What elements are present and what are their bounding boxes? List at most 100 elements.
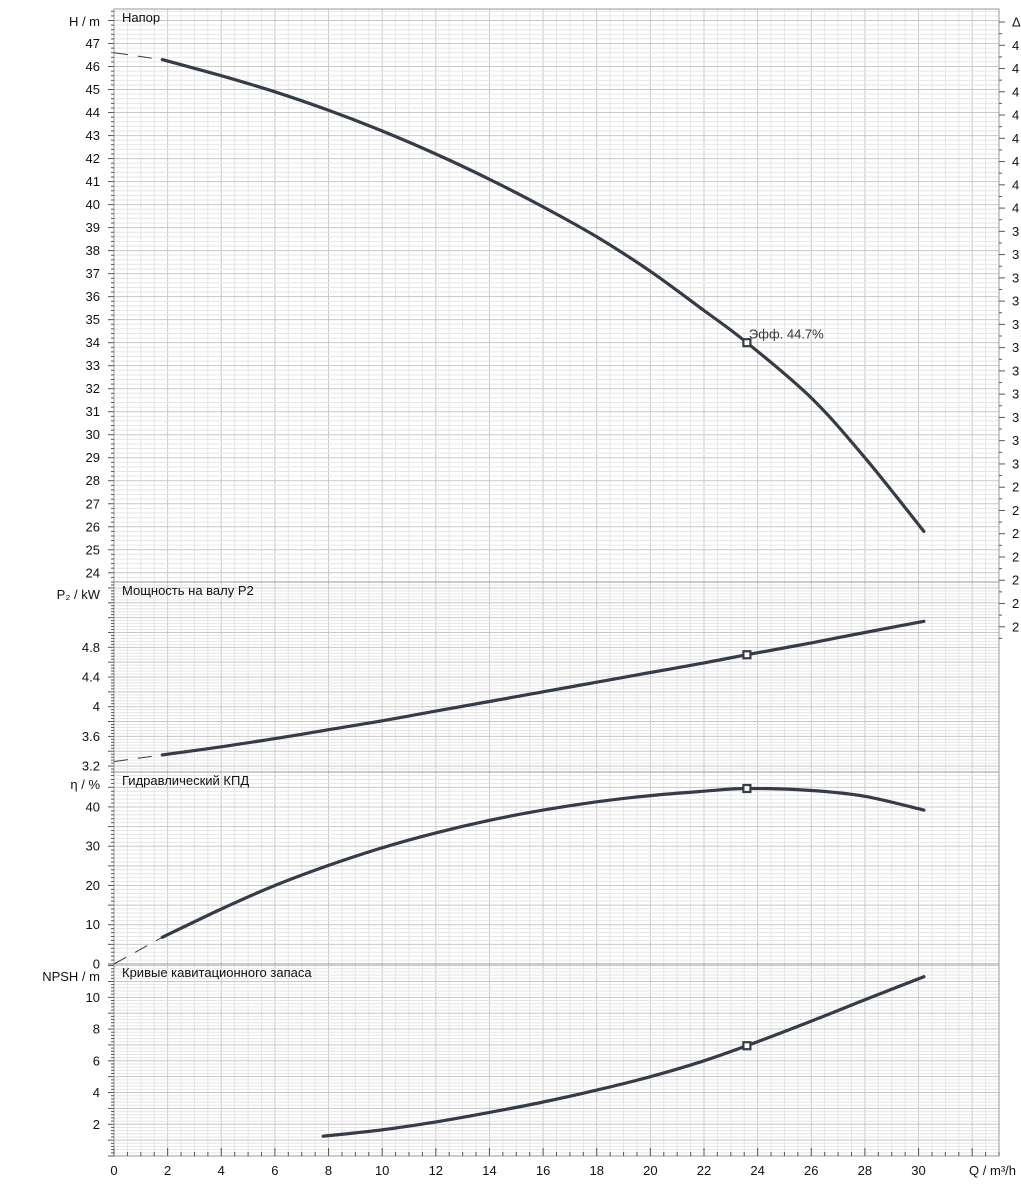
right-tick-label: 4 <box>1012 131 1019 146</box>
x-tick-label: 6 <box>271 1163 278 1178</box>
axis-layer <box>108 10 1005 1157</box>
right-tick-label: 2 <box>1012 596 1019 611</box>
right-tick-label: 4 <box>1012 177 1019 192</box>
duty-point-marker <box>742 338 752 348</box>
y-tick-label: 41 <box>86 174 100 189</box>
panel-title: Мощность на валу P2 <box>122 583 254 598</box>
x-axis-label: Q / m³/h <box>969 1163 1016 1178</box>
y-tick-label: 3.2 <box>82 759 100 774</box>
power-curve <box>160 619 926 757</box>
x-tick-label: 18 <box>589 1163 603 1178</box>
y-tick-label: 26 <box>86 519 100 534</box>
x-tick-label: 28 <box>858 1163 872 1178</box>
right-tick-label: 2 <box>1012 480 1019 495</box>
curve-extrapolation <box>113 936 163 965</box>
y-tick-label: 4.8 <box>82 640 100 655</box>
y-tick-label: 38 <box>86 243 100 258</box>
y-axis-label: NPSH / m <box>42 969 100 984</box>
x-tick-label: 20 <box>643 1163 657 1178</box>
right-tick-label: 3 <box>1012 456 1019 471</box>
panel-title: Гидравлический КПД <box>122 773 249 788</box>
right-tick-label: 3 <box>1012 224 1019 239</box>
x-tick-label: 22 <box>697 1163 711 1178</box>
y-tick-label: 34 <box>86 335 100 350</box>
y-tick-label: 2 <box>93 1117 100 1132</box>
y-tick-label: 4 <box>93 699 100 714</box>
y-tick-label: 20 <box>86 878 100 893</box>
right-tick-label: 4 <box>1012 38 1019 53</box>
y-tick-label: 30 <box>86 839 100 854</box>
panel-title: Кривые кавитационного запаса <box>122 965 312 980</box>
efficiency-curve <box>160 786 926 939</box>
y-tick-label: 32 <box>86 381 100 396</box>
y-tick-label: 44 <box>86 105 100 120</box>
right-tick-label: 4 <box>1012 61 1019 76</box>
right-tick-label: 3 <box>1012 294 1019 309</box>
y-tick-label: 27 <box>86 496 100 511</box>
y-axis-label: η / % <box>70 777 100 792</box>
y-tick-label: 31 <box>86 404 100 419</box>
x-tick-label: 10 <box>375 1163 389 1178</box>
x-tick-label: 8 <box>325 1163 332 1178</box>
duty-point-marker <box>742 783 752 794</box>
right-tick-label: 3 <box>1012 433 1019 448</box>
x-tick-label: 26 <box>804 1163 818 1178</box>
y-tick-label: 45 <box>86 82 100 97</box>
x-tick-label: 24 <box>750 1163 764 1178</box>
right-tick-label: 2 <box>1012 503 1019 518</box>
y-tick-label: 36 <box>86 289 100 304</box>
y-tick-label: 43 <box>86 128 100 143</box>
y-tick-label: 4 <box>93 1085 100 1100</box>
y-tick-label: 42 <box>86 151 100 166</box>
right-tick-label: 3 <box>1012 247 1019 262</box>
y-axis-label: H / m <box>69 14 100 29</box>
y-axis-label: P₂ / kW <box>57 587 101 602</box>
grid-layer <box>113 9 1000 1157</box>
duty-point-marker <box>742 650 752 660</box>
right-tick-label: 4 <box>1012 84 1019 99</box>
x-tick-label: 2 <box>164 1163 171 1178</box>
right-tick-label: 4 <box>1012 108 1019 123</box>
right-tick-label: 3 <box>1012 387 1019 402</box>
right-tick-label: 3 <box>1012 340 1019 355</box>
y-tick-label: 6 <box>93 1053 100 1068</box>
y-tick-label: 46 <box>86 59 100 74</box>
x-tick-label: 30 <box>911 1163 925 1178</box>
curve-layer <box>113 52 926 1138</box>
right-tick-label: 4 <box>1012 154 1019 169</box>
y-tick-label: 4.4 <box>82 670 100 685</box>
right-tick-label: 2 <box>1012 526 1019 541</box>
y-tick-label: 35 <box>86 312 100 327</box>
curve-extrapolation <box>113 52 163 61</box>
curve-extrapolation <box>113 754 163 763</box>
head-curve <box>160 58 926 533</box>
y-tick-label: 0 <box>93 957 100 972</box>
right-tick-label: 3 <box>1012 270 1019 285</box>
x-tick-label: 0 <box>110 1163 117 1178</box>
y-tick-label: 24 <box>86 565 100 580</box>
y-tick-label: 37 <box>86 266 100 281</box>
y-tick-label: 3.6 <box>82 729 100 744</box>
x-tick-label: 14 <box>482 1163 496 1178</box>
right-tick-label: 3 <box>1012 410 1019 425</box>
x-tick-label: 16 <box>536 1163 550 1178</box>
y-tick-label: 28 <box>86 473 100 488</box>
right-tick-label: 2 <box>1012 549 1019 564</box>
y-tick-label: 30 <box>86 427 100 442</box>
duty-point-annotation: Эфф. 44.7% <box>749 327 824 342</box>
y-tick-label: 39 <box>86 220 100 235</box>
y-tick-label: 29 <box>86 450 100 465</box>
right-tick-label: 3 <box>1012 363 1019 378</box>
y-tick-label: 10 <box>86 990 100 1005</box>
right-tick-label: Δ <box>1012 15 1021 30</box>
duty-point-marker <box>742 1041 752 1051</box>
y-tick-label: 25 <box>86 542 100 557</box>
y-tick-label: 40 <box>86 197 100 212</box>
right-tick-label: 3 <box>1012 317 1019 332</box>
y-tick-label: 10 <box>86 917 100 932</box>
right-tick-label: 2 <box>1012 619 1019 634</box>
y-tick-label: 40 <box>86 799 100 814</box>
y-tick-label: 33 <box>86 358 100 373</box>
panel-title: Напор <box>122 10 160 25</box>
